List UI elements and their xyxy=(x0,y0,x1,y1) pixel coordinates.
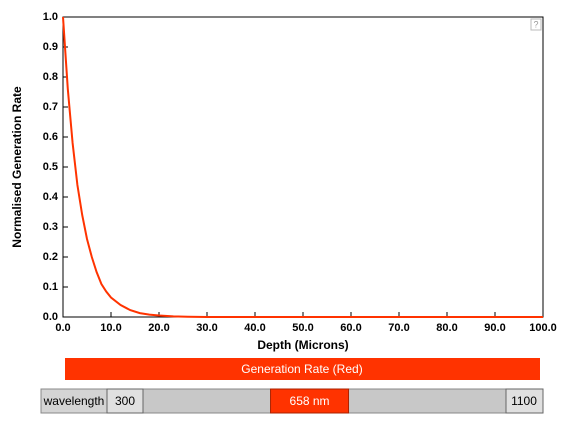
data-line xyxy=(62,16,543,318)
y-tick-label: 1.0 xyxy=(43,11,58,23)
y-tick-label: 0.1 xyxy=(43,281,58,293)
y-tick-label: 0.6 xyxy=(43,131,58,143)
y-tick-label: 0.3 xyxy=(43,221,58,233)
legend-bar xyxy=(65,358,540,380)
y-tick-label: 0.8 xyxy=(43,71,58,83)
min-label[interactable]: 300 xyxy=(115,394,135,408)
slider-label: wavelength xyxy=(43,394,105,408)
x-tick-label: 50.0 xyxy=(292,322,313,334)
x-tick-label: 100.0 xyxy=(529,322,557,334)
y-tick-label: 0.0 xyxy=(43,311,58,323)
y-axis-label: Normalised Generation Rate xyxy=(10,86,24,248)
x-tick-label: 90.0 xyxy=(484,322,505,334)
x-tick-label: 60.0 xyxy=(340,322,361,334)
max-label[interactable]: 1100 xyxy=(511,394,537,408)
slider-thumb[interactable] xyxy=(270,388,350,414)
legend-label: Generation Rate (Red) xyxy=(241,362,362,376)
x-tick-label: 40.0 xyxy=(244,322,265,334)
x-tick-label: 70.0 xyxy=(388,322,409,334)
x-tick-label: 80.0 xyxy=(436,322,457,334)
x-axis-label: Depth (Microns) xyxy=(257,338,348,352)
y-tick-label: 0.7 xyxy=(43,101,58,113)
x-tick-label: 20.0 xyxy=(148,322,169,334)
help-button[interactable] xyxy=(530,18,542,31)
y-tick-label: 0.5 xyxy=(43,161,58,173)
min-button[interactable] xyxy=(106,388,144,414)
x-tick-label: 0.0 xyxy=(55,322,70,334)
slider-value[interactable]: 658 nm xyxy=(290,394,330,408)
max-button[interactable] xyxy=(505,388,544,414)
y-tick-label: 0.9 xyxy=(43,41,58,53)
help-text[interactable]: ? xyxy=(533,19,538,29)
y-tick-label: 0.4 xyxy=(43,191,59,203)
x-tick-label: 10.0 xyxy=(100,322,121,334)
x-tick-label: 30.0 xyxy=(196,322,217,334)
plot-frame xyxy=(62,16,544,318)
y-tick-label: 0.2 xyxy=(43,251,58,263)
